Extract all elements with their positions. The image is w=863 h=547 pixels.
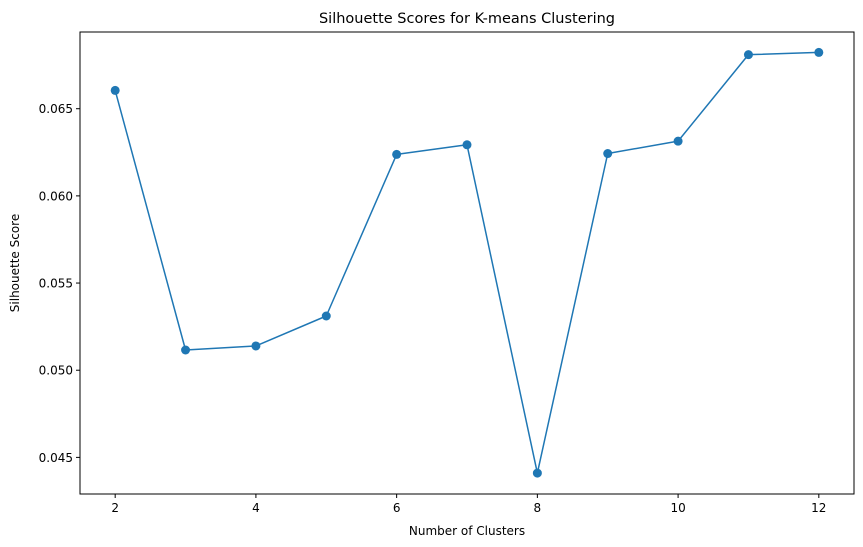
plot-area (110, 47, 824, 478)
data-point (673, 136, 683, 146)
data-point (462, 140, 472, 150)
data-point (603, 149, 613, 159)
y-axis: 0.045 0.050 0.055 0.060 0.065 (39, 102, 80, 465)
x-tick-label: 4 (252, 501, 260, 515)
chart-title: Silhouette Scores for K-means Clustering (319, 11, 615, 27)
x-axis-label: Number of Clusters (409, 524, 525, 538)
y-axis-label: Silhouette Score (8, 214, 22, 312)
data-point (321, 311, 331, 321)
data-point (251, 341, 261, 351)
series-line (114, 51, 819, 474)
data-point (814, 47, 824, 57)
y-tick-label: 0.060 (39, 189, 73, 203)
y-tick-label: 0.065 (39, 102, 73, 116)
y-tick-label: 0.050 (39, 364, 73, 378)
x-tick-label: 10 (670, 501, 685, 515)
x-tick-label: 2 (111, 501, 119, 515)
x-axis: 2 4 6 8 10 12 (111, 494, 826, 515)
x-tick-label: 12 (811, 501, 826, 515)
y-tick-label: 0.045 (39, 451, 73, 465)
data-point (743, 50, 753, 60)
y-tick-label: 0.055 (39, 277, 73, 291)
plot-frame (79, 31, 855, 495)
data-point (532, 468, 542, 478)
data-point (392, 149, 402, 159)
data-point (181, 345, 191, 355)
data-point (110, 85, 120, 95)
x-tick-label: 6 (393, 501, 401, 515)
x-tick-label: 8 (534, 501, 542, 515)
